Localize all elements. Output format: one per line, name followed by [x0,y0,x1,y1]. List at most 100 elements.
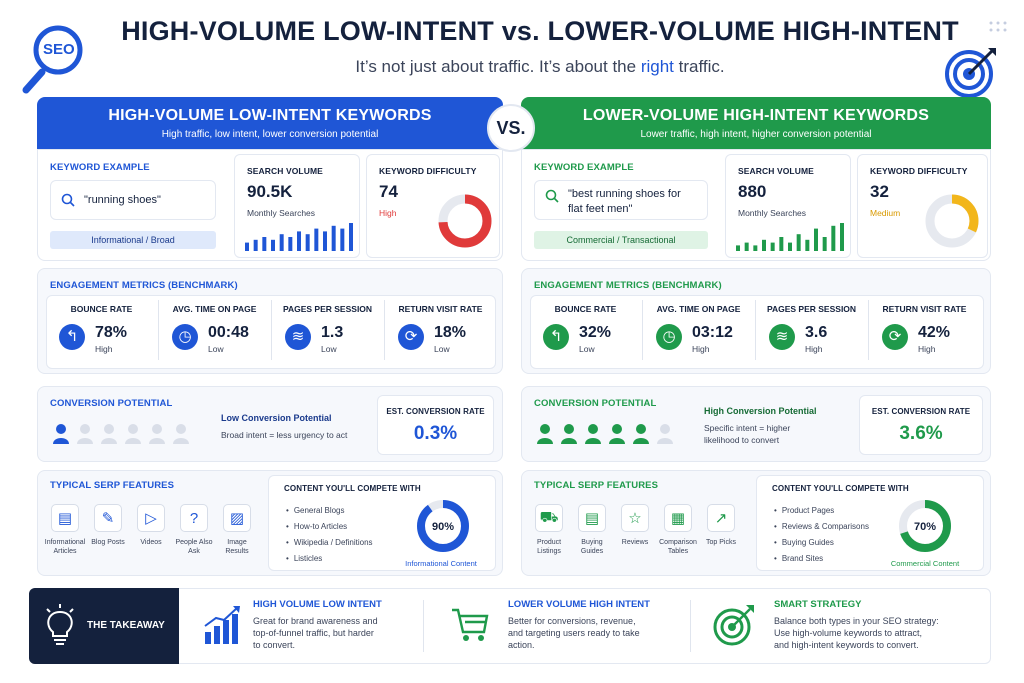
person-icon [77,424,93,444]
person-icon [173,424,189,444]
compete-item: Brand Sites [774,554,869,563]
volume-bar [314,228,319,251]
volume-bar [305,234,310,251]
right-keyword-field: "best running shoes for flat feet men" [534,180,708,220]
right-conversion-title: CONVERSION POTENTIAL [534,398,657,409]
serp-feature-label: Blog Posts [91,539,125,546]
right-difficulty-value: 32 [870,182,889,201]
metric-label: RETURN VISIT RATE [882,304,967,314]
left-serp-title: TYPICAL SERP FEATURES [50,480,175,491]
person-icon [101,424,117,444]
target-icon [944,46,998,98]
metric-level: Low [434,344,450,354]
left-difficulty-label: KEYWORD DIFFICULTY [379,166,477,176]
right-conversion-desc-line2: likelihood to convert [704,435,780,445]
takeaway-item-1-text: top-of-funnel traffic, but harder [253,628,374,638]
engagement-metric: AVG. TIME ON PAGE ◷ 00:48 Low [158,276,271,366]
compete-percent: 70% [914,521,936,533]
volume-bar [349,223,353,251]
metric-divider [158,300,159,360]
right-column-subtitle: Lower traffic, high intent, higher conve… [640,129,872,140]
serp-feature-label: Product Listings [536,539,562,555]
right-keyword-label: KEYWORD EXAMPLE [534,162,634,173]
left-conversion-desc: Broad intent = less urgency to act [221,430,348,440]
serp-feature-icon: ▤ [578,504,606,532]
left-column-title: HIGH-VOLUME LOW-INTENT KEYWORDS [108,107,432,124]
right-compete-donut: 70% [899,500,951,552]
takeaway-item-2-title: LOWER VOLUME HIGH INTENT [508,599,650,610]
compete-item: Reviews & Comparisons [774,522,869,531]
right-difficulty-label: KEYWORD DIFFICULTY [870,166,968,176]
metric-icon: ⟳ [398,324,424,350]
volume-bar [831,225,836,251]
left-keyword-text: "running shoes" [84,194,161,206]
engagement-metric: BOUNCE RATE ↰ 78% High [45,276,158,366]
compete-item: Buying Guides [774,538,869,547]
takeaway-item-2-text: Better for conversions, revenue, [508,616,636,626]
metric-label: RETURN VISIT RATE [398,304,483,314]
serp-feature-icon: ✎ [94,504,122,532]
left-volume-caption: Monthly Searches [247,208,316,218]
volume-bar [271,239,275,251]
left-compete-panel: CONTENT YOU'LL COMPETE WITH General Blog… [268,475,496,571]
volume-bar [753,245,758,251]
metric-label: PAGES PER SESSION [766,304,857,314]
volume-bar [297,231,301,251]
person-icon [657,424,673,444]
metric-label: BOUNCE RATE [70,304,133,314]
right-conversion-rate-label: EST. CONVERSION RATE [871,407,971,416]
right-conversion-desc-line1: Specific intent = higher [704,423,791,433]
right-keyword-text-line1: "best running shoes for [568,188,681,200]
volume-bar [253,239,258,251]
serp-feature-icon: ☆ [621,504,649,532]
volume-bar [770,242,775,251]
left-serp-card: TYPICAL SERP FEATURES CONTENT YOU'LL COM… [37,470,503,576]
person-icon [149,424,165,444]
takeaway-divider [690,600,691,652]
left-conversion-rate: 0.3% [413,423,458,444]
left-volume-card: SEARCH VOLUME 90.5K Monthly Searches [234,154,360,258]
compete-item: Product Pages [774,506,869,515]
compete-percent: 90% [432,521,454,533]
left-conversion-heading: Low Conversion Potential [221,413,332,423]
metric-value: 3.6 [805,324,828,341]
engagement-metric: PAGES PER SESSION ≋ 3.6 High [755,276,868,366]
person-icon [633,424,649,444]
metric-level: High [692,344,710,354]
takeaway-item-3-text: Balance both types in your SEO strategy: [774,616,939,626]
page-title: HIGH-VOLUME LOW-INTENT vs. LOWER-VOLUME … [121,16,959,46]
takeaway-item-2: LOWER VOLUME HIGH INTENT Better for conv… [508,599,688,651]
serp-feature-label: Buying Guides [580,539,604,555]
person-icon [125,424,141,444]
volume-bar [762,239,766,251]
left-difficulty-value: 74 [379,182,398,201]
right-compete-list: Product Pages Reviews & Comparisons Buying… [774,506,869,570]
left-difficulty-level: High [379,208,397,218]
metric-label: AVG. TIME ON PAGE [656,304,741,314]
subtitle-highlight: right [640,57,674,76]
volume-bar [245,242,249,251]
volume-bar [262,237,267,251]
metric-divider [384,300,385,360]
search-icon [545,189,559,208]
volume-bar [736,245,740,251]
right-conversion-rate: 3.6% [899,423,943,444]
right-volume-label: SEARCH VOLUME [738,166,814,176]
right-column-title: LOWER-VOLUME HIGH-INTENT KEYWORDS [582,107,930,124]
right-engagement-title: ENGAGEMENT METRICS (BENCHMARK) [534,280,722,291]
dots-decoration-icon [988,20,1010,34]
left-conversion-card: CONVERSION POTENTIAL Low Conversion Pote… [37,386,503,462]
left-column-header: HIGH-VOLUME LOW-INTENT KEYWORDS High tra… [37,97,503,149]
takeaway-divider [423,600,424,652]
left-column-subtitle: High traffic, low intent, lower conversi… [161,129,379,140]
takeaway-item-2-text: action. [508,640,535,650]
left-compete-caption: Informational Content [405,559,477,568]
volume-bar [279,234,284,251]
serp-feature-label: Comparison Tables [659,539,697,555]
right-compete-caption: Commercial Content [890,559,960,568]
takeaway-item-3-text: Use high-volume keywords to attract, [774,628,923,638]
metric-value: 1.3 [321,324,344,341]
metric-icon: ◷ [172,324,198,350]
compete-item: How-to Articles [286,522,373,531]
metric-icon: ↰ [59,324,85,350]
